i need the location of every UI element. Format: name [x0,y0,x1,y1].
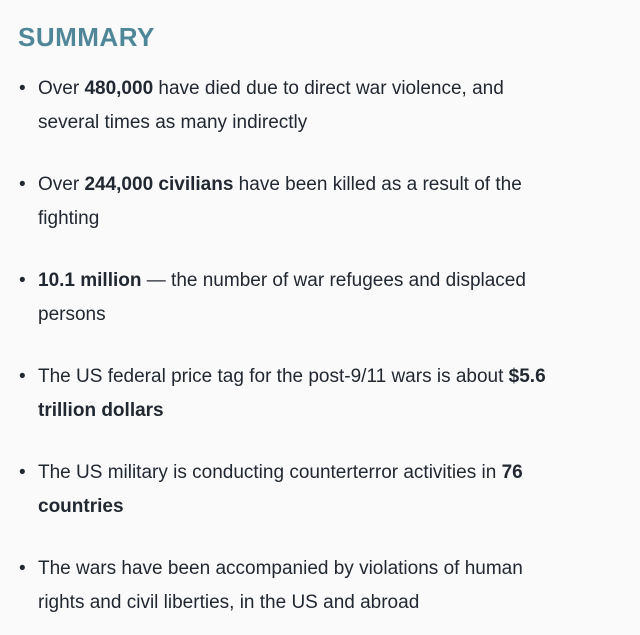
bullet-icon: • [19,270,26,291]
list-item-text: The US federal price tag for the post-9/… [38,366,546,421]
list-item: • The wars have been accompanied by viola… [18,552,620,620]
summary-section: SUMMARY • Over 480,000 have died due to d… [18,22,620,620]
list-item-text: Over 480,000 have died due to direct war… [38,78,504,133]
section-title: SUMMARY [18,22,155,52]
list-item: • The US federal price tag for the post-9… [18,360,620,428]
list-item-text: Over 244,000 civilians have been killed … [38,174,522,229]
list-item: • Over 244,000 civilians have been killed… [18,168,620,236]
summary-list: • Over 480,000 have died due to direct wa… [18,72,620,620]
list-item-text: 10.1 million — the number of war refugee… [38,270,526,325]
list-item: • The US military is conducting counterte… [18,456,620,524]
list-item: • Over 480,000 have died due to direct wa… [18,72,620,140]
bullet-icon: • [19,558,26,579]
bullet-icon: • [19,174,26,195]
bullet-icon: • [19,78,26,99]
list-item-text: The US military is conducting counterter… [38,462,523,517]
list-item-text: The wars have been accompanied by violat… [38,558,523,613]
bullet-icon: • [19,462,26,483]
list-item: • 10.1 million — the number of war refuge… [18,264,620,332]
bullet-icon: • [19,366,26,387]
